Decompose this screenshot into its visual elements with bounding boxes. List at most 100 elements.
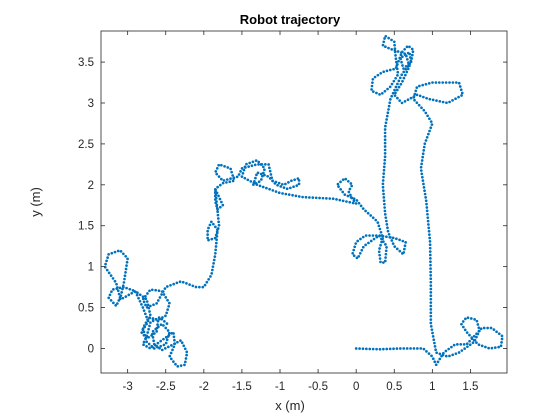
trajectory-point: [293, 178, 296, 182]
trajectory-point: [347, 190, 351, 194]
trajectory-point: [382, 347, 385, 351]
trajectory-point: [280, 182, 284, 186]
trajectory-point: [263, 168, 266, 172]
trajectory-point: [173, 342, 177, 345]
trajectory-point: [146, 303, 150, 307]
trajectory-point: [191, 284, 195, 288]
trajectory-point: [418, 84, 421, 88]
trajectory-point: [438, 357, 442, 361]
trajectory-point: [378, 93, 381, 96]
trajectory-point: [138, 293, 142, 297]
trajectory-point: [466, 316, 470, 320]
trajectory-point: [479, 327, 483, 331]
trajectory-point: [422, 182, 425, 186]
trajectory-point: [123, 274, 127, 278]
trajectory-point: [144, 321, 148, 325]
trajectory-point: [357, 201, 361, 205]
trajectory-point: [429, 311, 433, 315]
trajectory-point: [152, 303, 155, 307]
trajectory-point: [210, 237, 214, 241]
trajectory-point: [142, 340, 146, 344]
trajectory-point: [245, 162, 248, 166]
trajectory-point: [383, 89, 387, 93]
trajectory-point: [422, 185, 426, 189]
trajectory-point: [356, 239, 360, 243]
trajectory-point: [253, 163, 257, 167]
trajectory-point: [418, 94, 422, 98]
trajectory-point: [162, 343, 166, 347]
trajectory-point: [444, 349, 448, 353]
trajectory-point: [429, 260, 432, 264]
trajectory-point: [396, 74, 399, 77]
trajectory-point: [466, 345, 469, 349]
trajectory-point: [231, 174, 235, 177]
trajectory-point: [194, 285, 198, 289]
trajectory-point: [361, 347, 365, 351]
trajectory-point: [246, 178, 250, 182]
trajectory-point: [212, 261, 215, 265]
trajectory-point: [420, 159, 424, 162]
trajectory-point: [473, 338, 477, 342]
trajectory-point: [215, 235, 219, 238]
trajectory-point: [151, 336, 155, 339]
trajectory-point: [171, 348, 174, 352]
trajectory-point: [173, 338, 176, 342]
trajectory-point: [261, 185, 265, 189]
trajectory-point: [355, 256, 359, 260]
trajectory-point: [387, 36, 390, 40]
trajectory-point: [172, 335, 176, 339]
trajectory-point: [465, 331, 469, 334]
trajectory-point: [388, 85, 392, 89]
trajectory-point: [216, 228, 219, 231]
trajectory-point: [168, 301, 171, 305]
trajectory-point: [400, 60, 403, 64]
trajectory-point: [266, 174, 270, 178]
x-axis-label: x (m): [275, 398, 305, 413]
trajectory-point: [427, 82, 431, 85]
trajectory-point: [265, 186, 268, 190]
trajectory-point: [413, 92, 417, 96]
trajectory-point: [460, 91, 464, 95]
trajectory-point: [429, 274, 433, 277]
trajectory-point: [352, 248, 356, 252]
trajectory-point: [287, 181, 290, 184]
trajectory-point: [458, 85, 462, 88]
trajectory-point: [162, 324, 165, 327]
trajectory-point: [386, 111, 390, 115]
trajectory-point: [430, 354, 433, 358]
trajectory-point: [385, 118, 388, 121]
trajectory-point: [167, 304, 171, 308]
trajectory-point: [184, 360, 187, 364]
trajectory-point: [392, 40, 396, 44]
trajectory-point: [159, 344, 163, 348]
trajectory-point: [157, 325, 160, 329]
trajectory-point: [428, 243, 432, 247]
trajectory-point: [325, 197, 328, 200]
trajectory-point: [378, 347, 382, 351]
trajectory-point: [207, 277, 210, 281]
trajectory-point: [402, 70, 406, 74]
trajectory-point: [249, 180, 253, 183]
trajectory-point: [269, 173, 273, 176]
trajectory-point: [142, 300, 146, 304]
trajectory-point: [359, 204, 363, 208]
trajectory-point: [383, 155, 387, 159]
trajectory-point: [158, 346, 161, 350]
trajectory-point: [308, 196, 311, 199]
trajectory-point: [331, 197, 335, 201]
y-tick-label: 1.5: [78, 221, 94, 233]
trajectory-point: [438, 99, 442, 103]
trajectory-point: [115, 302, 119, 305]
trajectory-point: [375, 347, 378, 351]
trajectory-point: [210, 272, 214, 275]
trajectory-point: [429, 267, 432, 270]
trajectory-point: [421, 179, 425, 182]
trajectory-point: [287, 193, 291, 196]
trajectory-point: [277, 191, 281, 195]
trajectory-point: [393, 94, 397, 97]
trajectory-point: [378, 227, 382, 231]
trajectory-point: [405, 347, 409, 350]
trajectory-point: [341, 178, 345, 182]
trajectory-point: [369, 239, 373, 243]
